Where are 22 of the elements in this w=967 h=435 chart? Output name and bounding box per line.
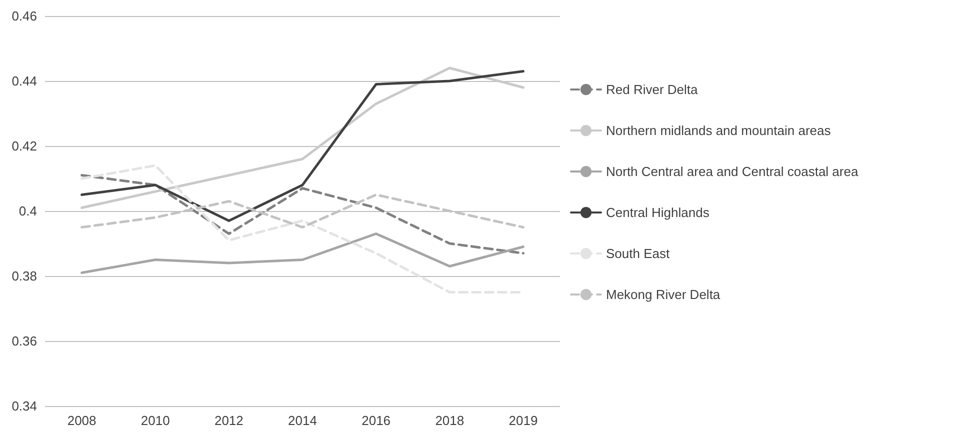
legend-label: North Central area and Central coastal area xyxy=(606,164,859,179)
y-tick-label: 0.34 xyxy=(12,398,37,414)
line-series xyxy=(80,174,524,254)
x-tick-label: 2014 xyxy=(288,413,317,428)
legend-label: Central Highlands xyxy=(606,205,710,220)
y-tick-label: 0.46 xyxy=(12,8,37,24)
legend-label: Mekong River Delta xyxy=(606,287,721,302)
y-tick-label: 0.4 xyxy=(18,204,37,218)
x-tick-label: 2008 xyxy=(67,413,96,428)
x-tick-label: 2010 xyxy=(140,413,170,428)
x-tick-label: 2012 xyxy=(214,413,244,428)
legend-label: Northern midlands and mountain areas xyxy=(606,123,832,138)
legend-label: Red River Delta xyxy=(606,82,699,97)
y-tick-label: 0.44 xyxy=(12,74,37,88)
legend-label: South East xyxy=(606,246,670,261)
y-tick-label: 0.38 xyxy=(12,268,37,284)
x-tick-label: 2016 xyxy=(362,413,391,428)
y-tick-label: 0.36 xyxy=(12,334,37,348)
line-series xyxy=(80,232,524,274)
x-tick-label: 2019 xyxy=(508,413,538,428)
x-tick-label: 2018 xyxy=(435,413,464,428)
y-tick-label: 0.42 xyxy=(12,138,37,154)
